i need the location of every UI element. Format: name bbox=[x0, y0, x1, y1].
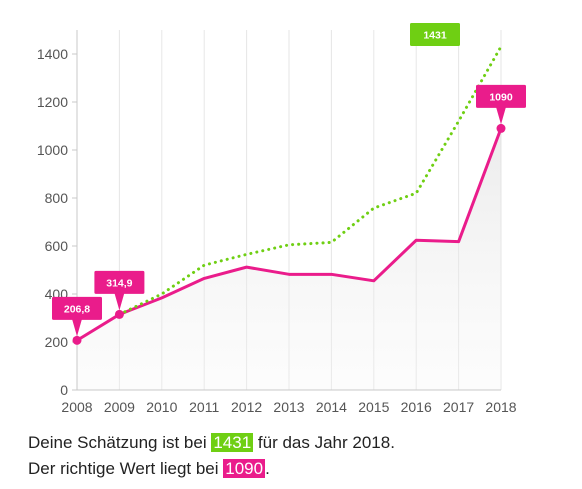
area-fill bbox=[77, 128, 501, 390]
y-tick-label-600: 600 bbox=[45, 238, 69, 254]
y-tick-label-800: 800 bbox=[45, 190, 69, 206]
data-labels: 206,8 314,9 1090 1431 bbox=[52, 23, 526, 337]
data-label-pointer-2008 bbox=[72, 318, 82, 337]
x-tick-label-2011: 2011 bbox=[189, 399, 219, 415]
x-tick-label-2012: 2012 bbox=[231, 399, 262, 415]
x-tick-label-2017: 2017 bbox=[443, 399, 474, 415]
data-label-2009: 314,9 bbox=[106, 277, 132, 289]
y-tick-label-1000: 1000 bbox=[37, 142, 68, 158]
x-tick-label-2018: 2018 bbox=[485, 399, 516, 415]
x-tick-label-2008: 2008 bbox=[61, 399, 92, 415]
data-point-2009 bbox=[114, 309, 124, 319]
data-label-2008: 206,8 bbox=[64, 303, 90, 315]
x-tick-label-2009: 2009 bbox=[104, 399, 135, 415]
caption-actual: Der richtige Wert liegt bei 1090. bbox=[28, 457, 270, 481]
series-lines bbox=[75, 45, 503, 342]
caption-actual-prefix: Der richtige Wert liegt bei bbox=[28, 459, 224, 478]
data-point-2008 bbox=[72, 335, 82, 345]
actual-area bbox=[77, 128, 501, 390]
x-tick-label-2015: 2015 bbox=[358, 399, 389, 415]
data-label-pointer-2018 bbox=[496, 106, 506, 125]
x-tick-label-2013: 2013 bbox=[273, 399, 304, 415]
x-tick-label-2010: 2010 bbox=[146, 399, 177, 415]
data-label-2018: 1090 bbox=[489, 91, 513, 103]
caption-actual-suffix: . bbox=[265, 459, 270, 478]
x-tick-label-2014: 2014 bbox=[316, 399, 347, 415]
data-label-2018-estimate: 1431 bbox=[423, 30, 447, 42]
data-label-box-2018-estimate bbox=[410, 23, 460, 47]
y-tick-label-0: 0 bbox=[60, 382, 68, 398]
x-axis: 2008 2009 2010 2011 2012 2013 2014 2015 2016 2017… bbox=[61, 389, 517, 415]
data-point-2018 bbox=[496, 123, 506, 133]
estimate-series-line bbox=[117, 45, 503, 316]
data-points bbox=[72, 123, 506, 345]
data-label-box-2008 bbox=[52, 296, 102, 320]
y-tick-label-1200: 1200 bbox=[37, 94, 68, 110]
caption-estimate-suffix: für das Jahr 2018. bbox=[253, 433, 395, 452]
estimate-value-highlight: 1431 bbox=[211, 433, 254, 452]
data-label-pointer-2009 bbox=[114, 292, 125, 311]
caption-estimate-prefix: Deine Schätzung ist bei bbox=[28, 433, 212, 452]
y-tick-label-1400: 1400 bbox=[37, 46, 68, 62]
x-tick-label-2016: 2016 bbox=[401, 399, 432, 415]
actual-value-highlight: 1090 bbox=[223, 459, 266, 478]
caption-estimate: Deine Schätzung ist bei 1431 für das Jah… bbox=[28, 431, 395, 455]
data-label-box-2009 bbox=[94, 270, 145, 294]
y-tick-label-200: 200 bbox=[45, 334, 69, 350]
data-label-box-2018 bbox=[476, 84, 526, 108]
actual-series-line bbox=[75, 126, 503, 342]
